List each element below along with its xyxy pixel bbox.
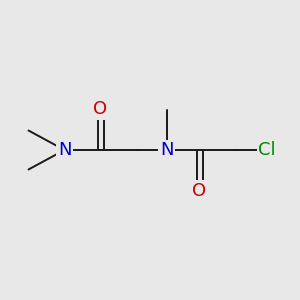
Text: O: O [93,100,108,118]
Text: N: N [160,141,173,159]
Text: N: N [58,141,71,159]
Text: Cl: Cl [258,141,276,159]
Text: O: O [192,182,207,200]
